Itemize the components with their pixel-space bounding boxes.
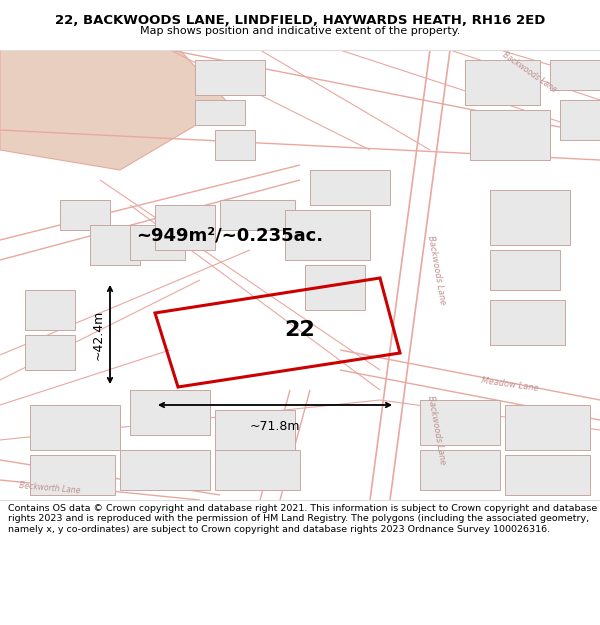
Polygon shape xyxy=(285,210,370,260)
Polygon shape xyxy=(465,60,540,105)
Text: Contains OS data © Crown copyright and database right 2021. This information is : Contains OS data © Crown copyright and d… xyxy=(8,504,597,534)
Polygon shape xyxy=(120,450,210,490)
Text: 22: 22 xyxy=(284,320,316,340)
Polygon shape xyxy=(60,200,110,230)
Polygon shape xyxy=(0,50,230,170)
Text: ~71.8m: ~71.8m xyxy=(250,420,300,433)
Polygon shape xyxy=(215,410,295,450)
Polygon shape xyxy=(130,390,210,435)
Polygon shape xyxy=(490,190,570,245)
Polygon shape xyxy=(220,200,295,230)
Polygon shape xyxy=(25,290,75,330)
Text: 22, BACKWOODS LANE, LINDFIELD, HAYWARDS HEATH, RH16 2ED: 22, BACKWOODS LANE, LINDFIELD, HAYWARDS … xyxy=(55,14,545,27)
Polygon shape xyxy=(195,60,265,95)
Text: Meadow Lane: Meadow Lane xyxy=(481,376,539,394)
Polygon shape xyxy=(30,455,115,495)
Text: Beckworth Lane: Beckworth Lane xyxy=(19,481,81,495)
Polygon shape xyxy=(420,400,500,445)
Polygon shape xyxy=(155,205,215,250)
Polygon shape xyxy=(505,405,590,450)
Polygon shape xyxy=(310,170,390,205)
Text: Backwoods Lane: Backwoods Lane xyxy=(502,50,559,94)
Polygon shape xyxy=(490,300,565,345)
Polygon shape xyxy=(215,130,255,160)
Polygon shape xyxy=(90,225,140,265)
Polygon shape xyxy=(490,250,560,290)
Polygon shape xyxy=(30,405,120,450)
Polygon shape xyxy=(305,265,365,310)
Polygon shape xyxy=(470,110,550,160)
Polygon shape xyxy=(130,225,185,260)
Text: ~949m²/~0.235ac.: ~949m²/~0.235ac. xyxy=(136,226,323,244)
Text: Backwoods Lane: Backwoods Lane xyxy=(427,235,448,305)
Text: Map shows position and indicative extent of the property.: Map shows position and indicative extent… xyxy=(140,26,460,36)
Polygon shape xyxy=(215,450,300,490)
Polygon shape xyxy=(420,450,500,490)
Polygon shape xyxy=(195,100,245,125)
Text: Backwoods Lane: Backwoods Lane xyxy=(427,395,448,465)
Polygon shape xyxy=(550,60,600,90)
Polygon shape xyxy=(25,335,75,370)
Polygon shape xyxy=(505,455,590,495)
Polygon shape xyxy=(560,100,600,140)
Text: ~42.4m: ~42.4m xyxy=(92,309,105,359)
